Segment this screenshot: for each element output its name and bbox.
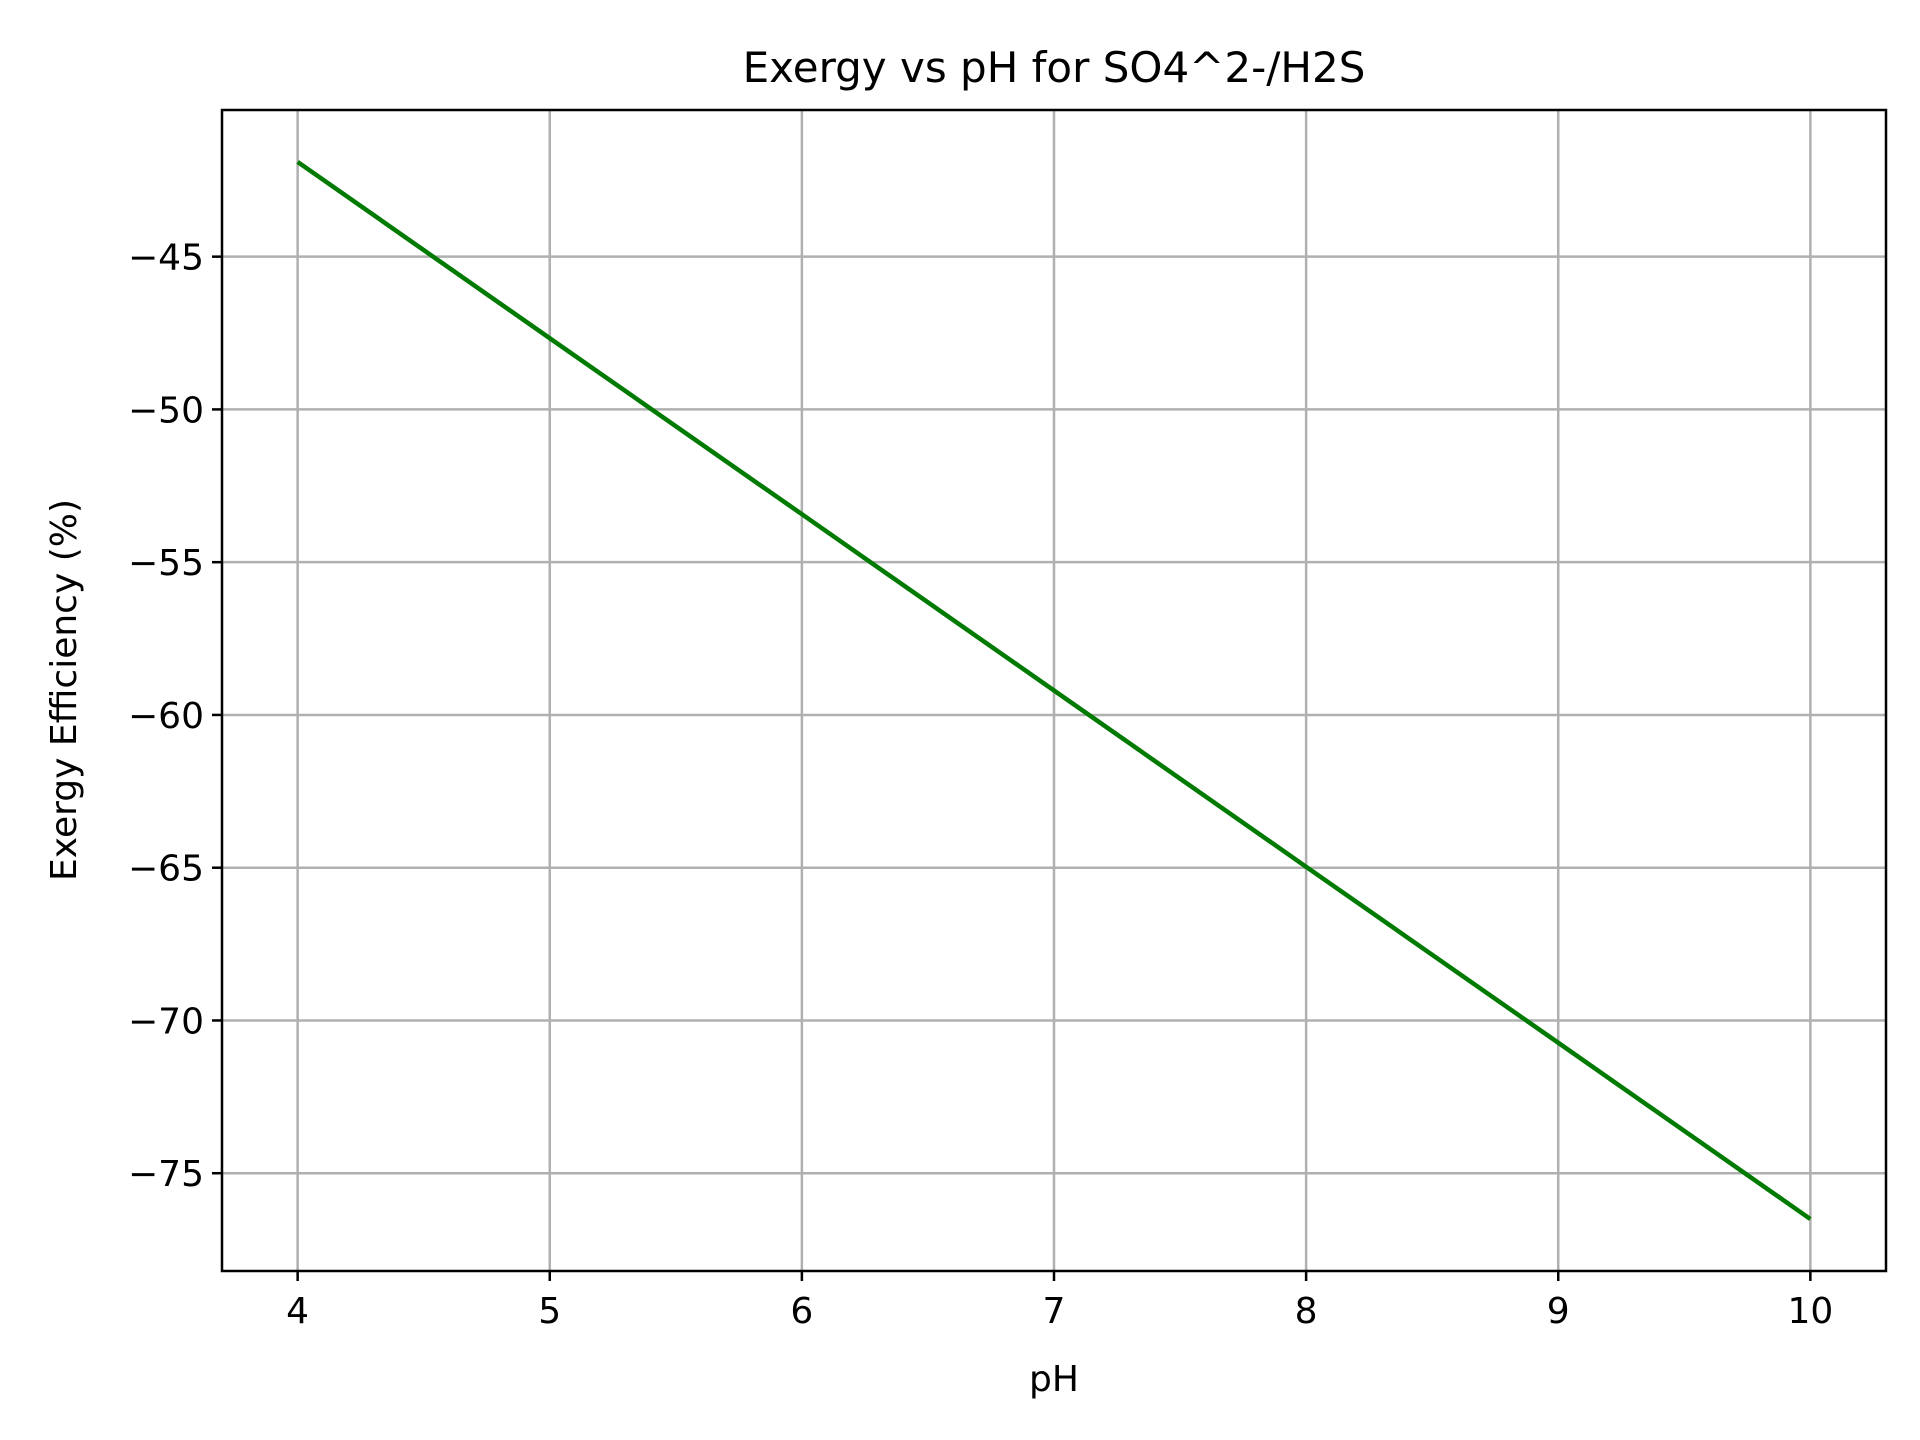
x-tick-label: 8 [1295,1291,1318,1332]
y-tick-label: −75 [128,1154,204,1195]
x-tick-label: 5 [538,1291,561,1332]
y-tick-label: −45 [128,238,204,279]
series-line [296,160,1812,1221]
grid [222,110,1886,1271]
x-tick-label: 9 [1547,1291,1570,1332]
series-layer [296,160,1812,1221]
y-tick-label: −60 [128,696,204,737]
y-tick-label: −65 [128,849,204,890]
y-tick-label: −55 [128,543,204,584]
y-axis-label: Exergy Efficiency (%) [44,499,85,881]
x-tick-label: 4 [286,1291,309,1332]
x-tick-label: 7 [1043,1291,1066,1332]
ticks: 4 5 6 7 8 9 10 −75 −70 −65 −60 −55 −50 −45 [128,238,1833,1332]
x-tick-label: 10 [1787,1291,1833,1332]
y-tick-label: −50 [128,390,204,431]
chart-title: Exergy vs pH for SO4^2-/H2S [743,43,1366,92]
x-tick-label: 6 [790,1291,813,1332]
y-tick-label: −70 [128,1001,204,1042]
x-axis-label: pH [1029,1359,1079,1400]
